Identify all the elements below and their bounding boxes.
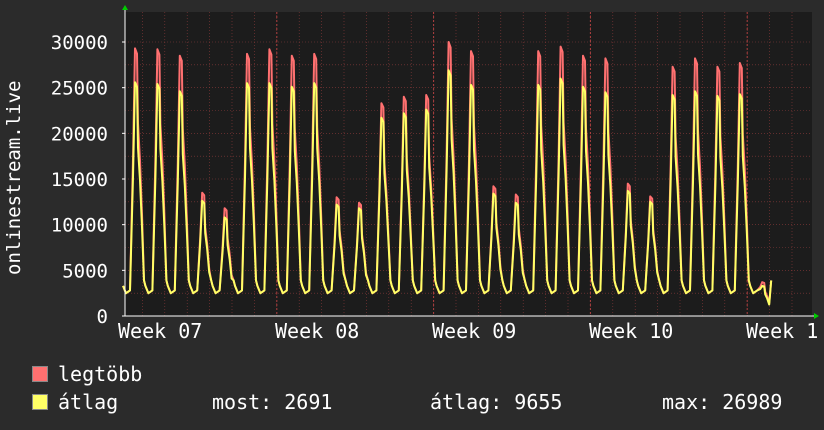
legend-row-max: legtöbb [0, 362, 824, 390]
y-tick-label: 10000 [51, 215, 108, 237]
axes [122, 5, 819, 319]
y-tick-label: 0 [97, 306, 108, 328]
x-tick-labels: Week 07 Week 08 Week 09 Week 10 Week 1 [118, 319, 818, 343]
x-tick-label: Week 10 [589, 319, 673, 343]
y-tick-label: 20000 [51, 123, 108, 145]
legend-row-avg: átlag most: 2691 átlag: 9655 max: 26989 [0, 390, 824, 418]
y-axis-label: onlinestream.live [3, 81, 25, 275]
legend-swatch-max [32, 366, 48, 382]
x-tick-label: Week 08 [275, 319, 359, 343]
y-axis-arrow [122, 5, 128, 10]
x-tick-label: Week 1 [746, 319, 818, 343]
legend-stat-avg: átlag: 9655 [430, 390, 563, 414]
legend-stat-now: most: 2691 [212, 390, 333, 414]
legend-label-max: legtöbb [58, 362, 143, 386]
series-line-avg [122, 69, 773, 306]
legend-stat-max: max: 26989 [662, 390, 783, 414]
y-tick-label: 25000 [51, 78, 108, 100]
x-axis-arrow [814, 313, 819, 319]
y-tick-label: 15000 [51, 169, 108, 191]
x-tick-label: Week 09 [432, 319, 516, 343]
series-group [122, 41, 773, 306]
x-tick-label: Week 07 [118, 319, 202, 343]
legend-label-avg: átlag [58, 390, 119, 414]
y-tick-label: 30000 [51, 32, 108, 54]
y-tick-labels: 0 5000 10000 15000 20000 25000 30000 [51, 32, 125, 328]
legend-swatch-avg [32, 394, 48, 410]
y-tick-label: 5000 [62, 260, 108, 282]
